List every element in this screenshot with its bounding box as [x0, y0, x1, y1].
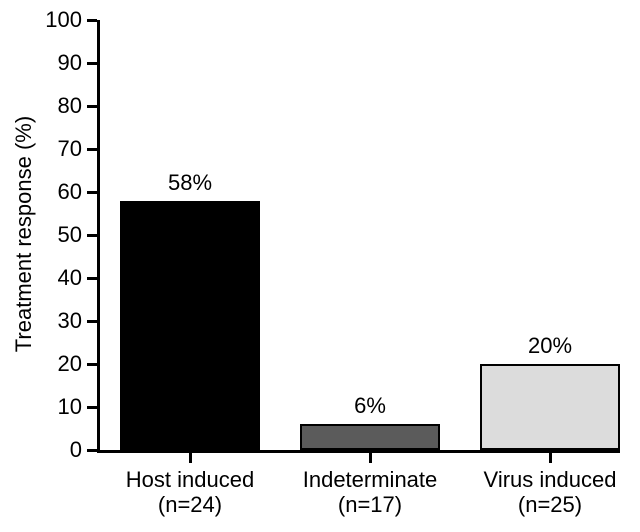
bar-chart: 0 10 20 30 40 50 60 70 80 90 100 Treatment response…: [0, 0, 640, 532]
x-tick: [369, 453, 372, 463]
y-tick-label: 0: [70, 437, 82, 463]
x-axis-line: [97, 450, 620, 453]
y-tick: [87, 105, 97, 108]
bar: [480, 364, 620, 450]
x-category-label: Host induced (n=24): [100, 467, 280, 518]
x-category-label: Indeterminate (n=17): [280, 467, 460, 518]
y-tick-label: 10: [58, 394, 82, 420]
bar: [300, 424, 440, 450]
bar-value-label: 6%: [300, 393, 440, 419]
y-tick: [87, 191, 97, 194]
y-tick-label: 60: [58, 179, 82, 205]
x-tick: [189, 453, 192, 463]
y-tick-label: 20: [58, 351, 82, 377]
y-axis-title: Treatment response (%): [11, 19, 37, 449]
bar: [120, 201, 260, 450]
y-tick-label: 100: [45, 7, 82, 33]
y-tick-label: 30: [58, 308, 82, 334]
y-tick-label: 50: [58, 222, 82, 248]
y-tick: [87, 62, 97, 65]
y-tick: [87, 277, 97, 280]
y-tick-label: 70: [58, 136, 82, 162]
y-tick: [87, 449, 97, 452]
y-tick: [87, 148, 97, 151]
x-tick: [549, 453, 552, 463]
x-category-label: Virus induced (n=25): [460, 467, 640, 518]
bar-value-label: 20%: [480, 333, 620, 359]
y-tick-label: 80: [58, 93, 82, 119]
y-tick: [87, 320, 97, 323]
y-tick: [87, 363, 97, 366]
bar-value-label: 58%: [120, 170, 260, 196]
y-tick-label: 40: [58, 265, 82, 291]
y-axis-line: [97, 20, 100, 453]
y-tick-label: 90: [58, 50, 82, 76]
y-tick: [87, 19, 97, 22]
y-tick: [87, 234, 97, 237]
y-tick: [87, 406, 97, 409]
